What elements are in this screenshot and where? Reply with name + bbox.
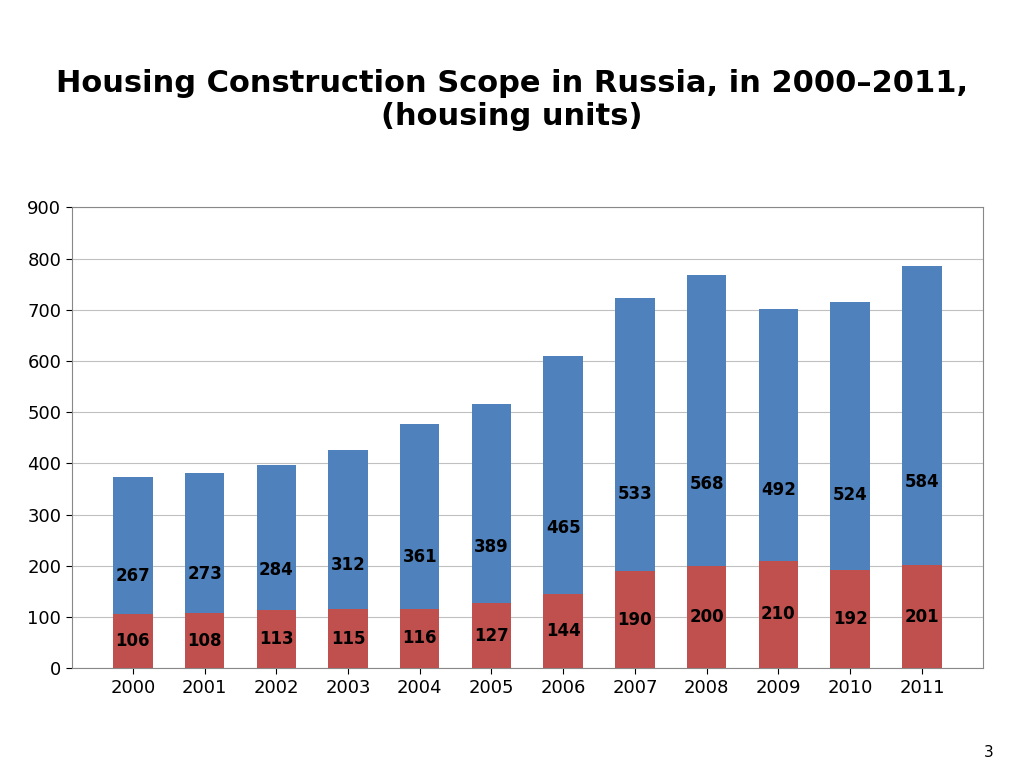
Text: 144: 144 [546, 622, 581, 641]
Text: 210: 210 [761, 605, 796, 624]
Bar [113, 614, 153, 668]
Text: 115: 115 [331, 630, 366, 647]
Bar [544, 356, 583, 594]
Bar [329, 609, 368, 668]
Bar [257, 465, 296, 611]
Bar [830, 570, 869, 668]
Bar [544, 594, 583, 668]
Bar [830, 302, 869, 570]
Bar [400, 609, 439, 668]
Bar [472, 603, 511, 668]
Text: 190: 190 [617, 611, 652, 628]
Text: 108: 108 [187, 631, 222, 650]
Text: 267: 267 [116, 567, 151, 584]
Bar [185, 613, 224, 668]
Text: 361: 361 [402, 548, 437, 566]
Bar [687, 275, 726, 566]
Bar [113, 477, 153, 614]
Text: 465: 465 [546, 518, 581, 537]
Text: 273: 273 [187, 564, 222, 583]
Text: 127: 127 [474, 627, 509, 644]
Text: 284: 284 [259, 561, 294, 578]
Text: 389: 389 [474, 538, 509, 556]
Bar [615, 298, 654, 571]
Text: 584: 584 [904, 472, 939, 491]
Text: 533: 533 [617, 485, 652, 504]
Bar [902, 266, 942, 565]
Text: 524: 524 [833, 485, 867, 504]
Text: Housing Construction Scope in Russia, in 2000–2011,
(housing units): Housing Construction Scope in Russia, in… [56, 68, 968, 131]
Bar [472, 404, 511, 603]
Text: 568: 568 [689, 475, 724, 493]
Text: 3: 3 [983, 745, 993, 760]
Text: 106: 106 [116, 632, 151, 650]
Bar [257, 611, 296, 668]
Text: 192: 192 [833, 610, 867, 628]
Text: 201: 201 [904, 607, 939, 626]
Bar [759, 309, 798, 561]
Text: 312: 312 [331, 555, 366, 574]
Bar [185, 473, 224, 613]
Bar [902, 565, 942, 668]
Text: 492: 492 [761, 481, 796, 499]
Text: 200: 200 [689, 608, 724, 626]
Bar [329, 449, 368, 609]
Text: 116: 116 [402, 630, 437, 647]
Bar [615, 571, 654, 668]
Bar [400, 424, 439, 609]
Bar [759, 561, 798, 668]
Bar [687, 566, 726, 668]
Text: 113: 113 [259, 631, 294, 648]
